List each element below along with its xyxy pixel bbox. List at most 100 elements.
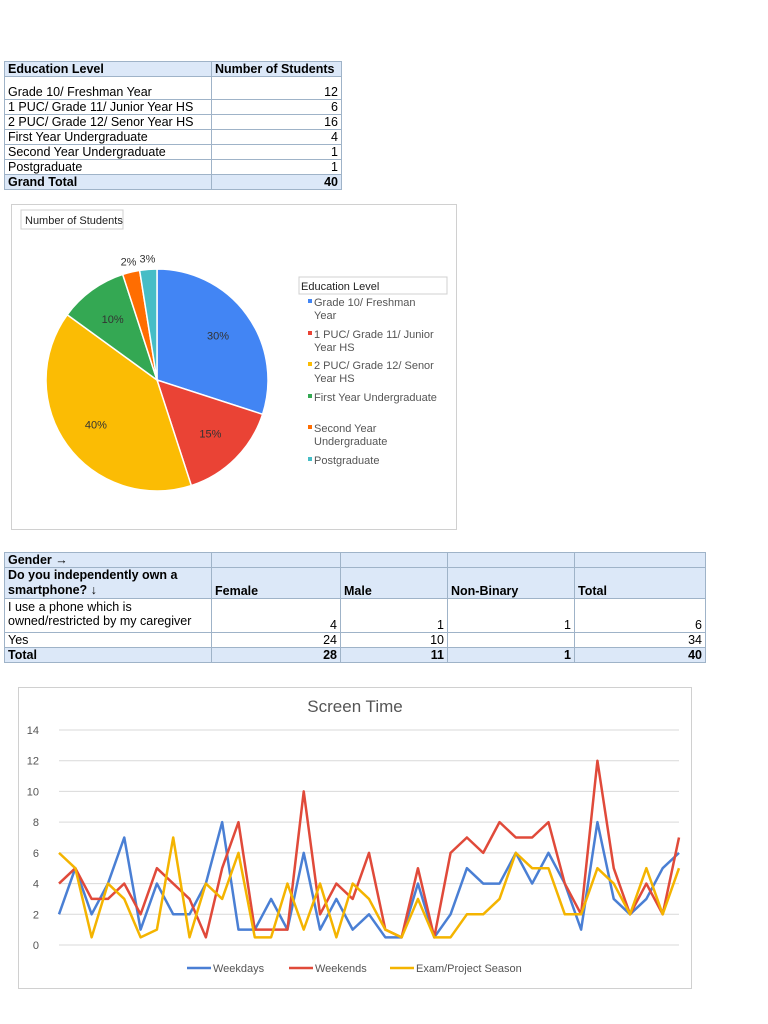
table-row: First Year Undergraduate 4: [4, 129, 342, 145]
legend-label: Second Year Undergraduate: [314, 423, 387, 448]
table-row: Second Year Undergraduate 1: [4, 144, 342, 160]
pie-data-label: 10%: [102, 314, 124, 326]
legend-label: 1 PUC/ Grade 11/ Junior Year HS: [314, 329, 434, 354]
legend-title-box: [298, 276, 448, 295]
pie-slice: [45, 313, 193, 492]
line-chart: Screen Time 0 2 4 6 8 10 12 14 Weekdays Weekends…: [27, 697, 681, 975]
y-tick-label: 8: [33, 817, 39, 829]
row-value: 1: [447, 598, 575, 633]
y-tick-label: 14: [27, 725, 39, 737]
row-value: 4: [211, 129, 342, 145]
legend-swatch: [308, 331, 312, 335]
pie-data-label: 2%: [121, 256, 137, 268]
table-row: Yes 24 10 34: [4, 632, 706, 648]
total-value: 40: [574, 647, 706, 663]
pie-slice: [138, 268, 158, 381]
row-value: 4: [211, 598, 341, 633]
pie-data-label: 30%: [207, 331, 229, 343]
y-tick-label: 12: [27, 756, 39, 768]
column-header: Total: [574, 567, 706, 599]
total-label: Total: [4, 647, 212, 663]
row-value: 1: [211, 159, 342, 175]
empty-cell: [574, 552, 706, 568]
legend-swatch: [308, 457, 312, 461]
total-row: Total 28 11 1 40: [4, 647, 706, 663]
pie-data-label: 3%: [139, 253, 155, 265]
row-label: 1 PUC/ Grade 11/ Junior Year HS: [4, 99, 212, 115]
column-header: Number of Students: [211, 61, 342, 77]
row-value: [447, 632, 575, 648]
row-value: 12: [211, 76, 342, 100]
legend-label: Weekdays: [213, 963, 265, 975]
y-tick-label: 4: [33, 879, 39, 891]
legend-item: Weekends: [289, 963, 367, 975]
row-label: First Year Undergraduate: [4, 129, 212, 145]
legend-item: First Year Undergraduate: [308, 392, 437, 404]
row-value: 1: [211, 144, 342, 160]
pie-chart: Number of Students 30% 15% 40% 10% 2% 3% Educ…: [20, 209, 448, 492]
total-value: 28: [211, 647, 341, 663]
row-label: I use a phone which is owned/restricted …: [4, 598, 212, 633]
total-value: 1: [447, 647, 575, 663]
total-value: 40: [211, 174, 342, 190]
gender-header: Gender →: [4, 552, 212, 568]
pie-data-label: 15%: [199, 428, 221, 440]
empty-cell: [340, 552, 448, 568]
row-label: Second Year Undergraduate: [4, 144, 212, 160]
smartphone-ownership-table: Gender → Do you independently own a smar…: [4, 552, 706, 663]
row-value: 6: [574, 598, 706, 633]
y-tick-label: 6: [33, 848, 39, 860]
pie-title: Number of Students: [25, 215, 123, 227]
row-value: 16: [211, 114, 342, 130]
table-row: 1 PUC/ Grade 11/ Junior Year HS 6: [4, 99, 342, 115]
row-label: Yes: [4, 632, 212, 648]
row-value: 6: [211, 99, 342, 115]
pie-data-label: 40%: [85, 419, 107, 431]
row-label: Grade 10/ Freshman Year: [4, 76, 212, 100]
row-value: 1: [340, 598, 448, 633]
pie-slice: [156, 268, 269, 416]
row-value: 34: [574, 632, 706, 648]
y-tick-label: 2: [33, 909, 39, 921]
education-level-table: Education Level Number of Students Grade…: [4, 61, 342, 190]
empty-cell: [211, 552, 341, 568]
column-header: Non-Binary: [447, 567, 575, 599]
table-row: Postgraduate 1: [4, 159, 342, 175]
legend-label: Postgraduate: [314, 455, 379, 467]
empty-cell: [447, 552, 575, 568]
y-tick-label: 0: [33, 940, 39, 952]
row-label: Postgraduate: [4, 159, 212, 175]
legend-swatch: [308, 362, 312, 366]
line-chart-container: Screen Time 0 2 4 6 8 10 12 14 Weekdays Weekends…: [18, 687, 692, 989]
legend-item: Second Year Undergraduate: [308, 423, 387, 448]
grand-total-row: Grand Total 40: [4, 174, 342, 190]
legend-item: 2 PUC/ Grade 12/ Senor Year HS: [308, 360, 434, 385]
legend-label: Grade 10/ Freshman Year: [314, 297, 416, 322]
legend-swatch: [308, 425, 312, 429]
pie-chart-container: Number of Students 30% 15% 40% 10% 2% 3% Educ…: [11, 204, 457, 530]
series-line: [58, 759, 681, 939]
table-row: I use a phone which is owned/restricted …: [4, 598, 706, 633]
legend-swatch: [308, 394, 312, 398]
legend-item: 1 PUC/ Grade 11/ Junior Year HS: [308, 329, 434, 354]
table-header-row: Gender →: [4, 552, 706, 568]
question-header: Do you independently own a smartphone? ↓: [4, 567, 212, 599]
legend-item: Weekdays: [187, 963, 265, 975]
y-tick-label: 10: [27, 786, 39, 798]
row-value: 24: [211, 632, 341, 648]
table-row: Grade 10/ Freshman Year 12: [4, 76, 342, 100]
pie-title-box: [20, 209, 124, 230]
legend-item: Postgraduate: [308, 455, 379, 467]
table-row: 2 PUC/ Grade 12/ Senor Year HS 16: [4, 114, 342, 130]
total-value: 11: [340, 647, 448, 663]
legend-swatch: [308, 299, 312, 303]
line-chart-title: Screen Time: [307, 697, 402, 716]
series-line: [58, 836, 681, 939]
column-header: Male: [340, 567, 448, 599]
legend-label: Exam/Project Season: [416, 963, 522, 975]
row-label: 2 PUC/ Grade 12/ Senor Year HS: [4, 114, 212, 130]
column-header: Education Level: [4, 61, 212, 77]
legend-title: Education Level: [301, 281, 379, 293]
legend-item: Exam/Project Season: [390, 963, 522, 975]
legend-label: Weekends: [315, 963, 367, 975]
